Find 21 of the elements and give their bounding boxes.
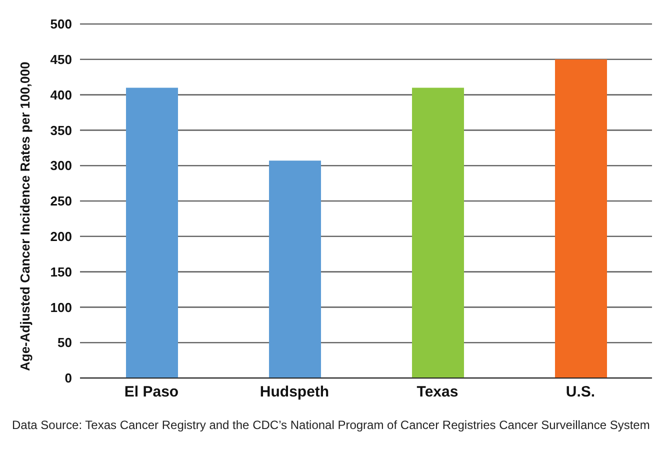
x-tick-label: U.S.	[566, 384, 596, 401]
bar	[269, 160, 321, 378]
y-tick-label: 100	[50, 300, 72, 315]
source-note: Data Source: Texas Cancer Registry and the CDC’s National Program of Cancer Registries Cancer Surveillance System	[12, 418, 651, 432]
y-tick-label: 300	[50, 158, 72, 174]
y-tick-label: 250	[50, 194, 72, 209]
y-tick-label: 350	[50, 122, 72, 138]
y-tick-label: 400	[50, 87, 72, 102]
y-tick-label: 450	[50, 52, 72, 68]
y-tick-label: 0	[64, 370, 72, 386]
x-tick-label: Texas	[416, 384, 458, 401]
y-tick-label: 50	[58, 335, 72, 350]
y-tick-label: 200	[50, 229, 72, 244]
bar	[126, 88, 178, 378]
y-tick-label: 500	[50, 16, 72, 32]
y-tick-label: 150	[50, 264, 72, 280]
x-tick-label: Hudspeth	[260, 384, 330, 401]
bar	[412, 88, 464, 378]
bar	[555, 59, 607, 378]
x-tick-label: El Paso	[124, 384, 179, 401]
y-axis-title: Age-Adjusted Cancer Incidence Rates per 100,000	[18, 62, 33, 371]
